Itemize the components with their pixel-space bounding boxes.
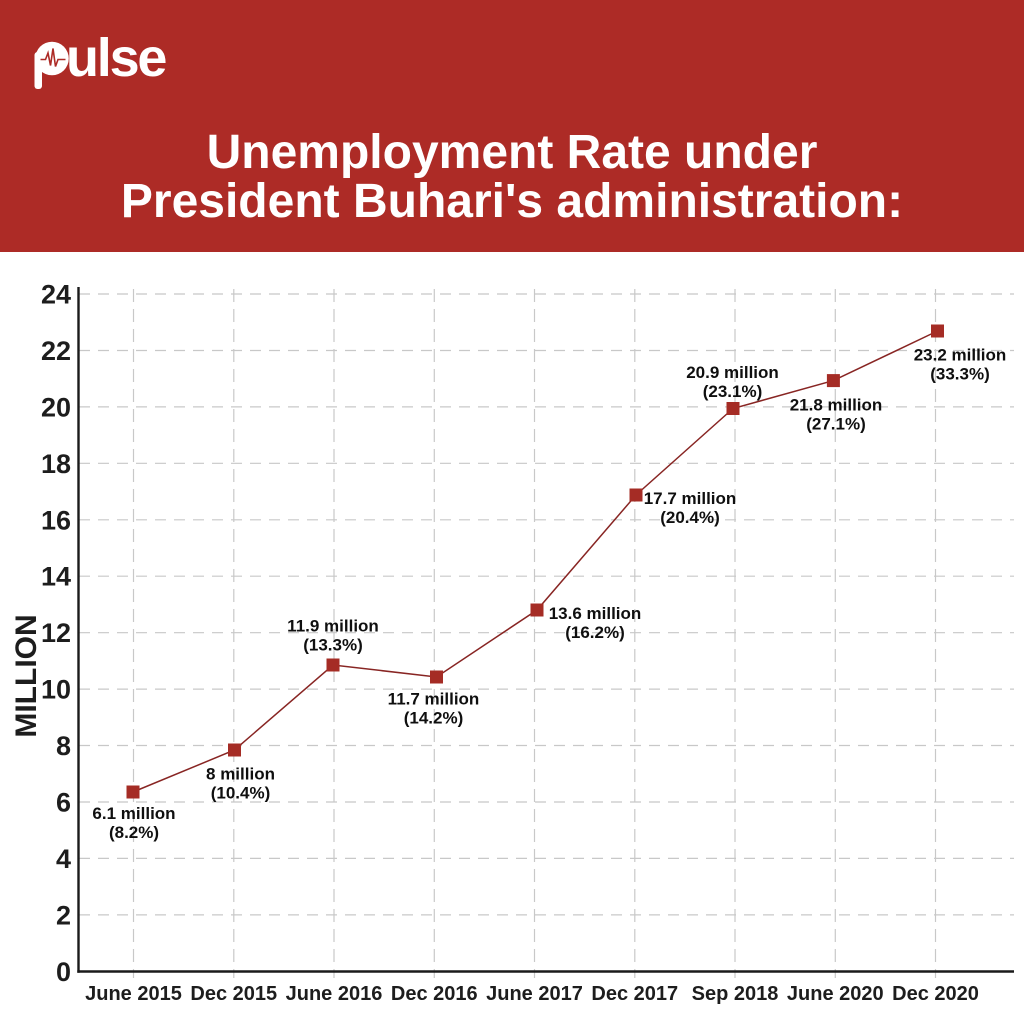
svg-text:22: 22 — [41, 336, 71, 366]
svg-text:16: 16 — [41, 505, 71, 535]
svg-text:8: 8 — [56, 731, 71, 761]
svg-text:(14.2%): (14.2%) — [404, 709, 464, 728]
svg-text:13.6 million: 13.6 million — [549, 604, 642, 623]
svg-text:6.1 million: 6.1 million — [92, 804, 175, 823]
svg-text:11.9 million: 11.9 million — [287, 617, 379, 636]
svg-text:Dec 2016: Dec 2016 — [391, 983, 478, 1005]
svg-text:18: 18 — [41, 449, 71, 479]
svg-text:(10.4%): (10.4%) — [211, 784, 271, 803]
svg-text:14: 14 — [41, 562, 71, 592]
svg-text:(33.3%): (33.3%) — [930, 365, 990, 384]
svg-text:June 2015: June 2015 — [85, 983, 182, 1005]
svg-text:June 2020: June 2020 — [787, 983, 884, 1005]
svg-text:Dec 2020: Dec 2020 — [892, 983, 979, 1005]
svg-text:MILLION: MILLION — [10, 614, 43, 737]
svg-text:(27.1%): (27.1%) — [806, 415, 866, 434]
svg-text:6: 6 — [56, 788, 71, 818]
svg-text:24: 24 — [41, 280, 71, 310]
svg-text:4: 4 — [56, 844, 71, 874]
svg-text:20: 20 — [41, 392, 71, 422]
svg-text:21.8 million: 21.8 million — [790, 396, 883, 415]
svg-text:8 million: 8 million — [206, 765, 275, 784]
svg-text:20.9 million: 20.9 million — [686, 363, 779, 382]
svg-text:23.2 million: 23.2 million — [914, 346, 1007, 365]
svg-text:Dec 2017: Dec 2017 — [591, 983, 678, 1005]
svg-text:(16.2%): (16.2%) — [565, 623, 625, 642]
svg-text:June 2016: June 2016 — [286, 983, 383, 1005]
svg-text:(8.2%): (8.2%) — [109, 823, 159, 842]
svg-text:Sep 2018: Sep 2018 — [692, 983, 779, 1005]
svg-text:(13.3%): (13.3%) — [303, 636, 363, 655]
svg-text:0: 0 — [56, 957, 71, 987]
svg-text:17.7 million: 17.7 million — [644, 489, 737, 508]
svg-text:June 2017: June 2017 — [486, 983, 583, 1005]
svg-text:Dec 2015: Dec 2015 — [190, 983, 277, 1005]
svg-text:2: 2 — [56, 900, 71, 930]
svg-text:12: 12 — [41, 618, 71, 648]
svg-text:10: 10 — [41, 675, 71, 705]
svg-text:11.7 million: 11.7 million — [388, 690, 480, 709]
svg-text:(20.4%): (20.4%) — [660, 508, 720, 527]
svg-text:(23.1%): (23.1%) — [703, 382, 763, 401]
